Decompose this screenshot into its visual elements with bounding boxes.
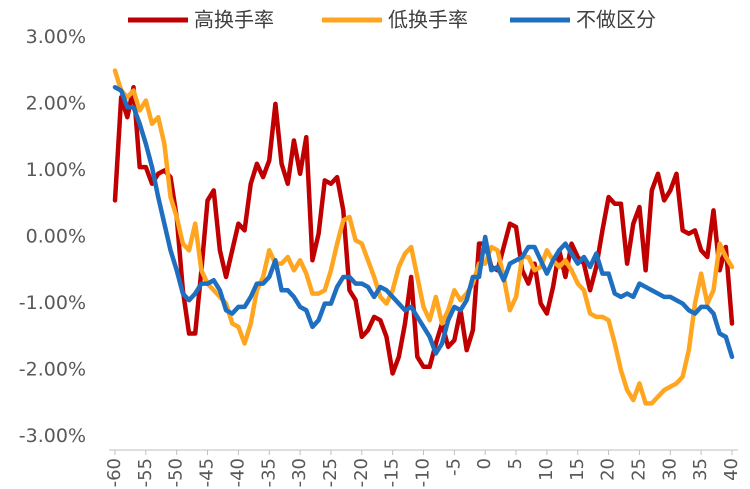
x-tick-label: -10 — [413, 458, 434, 487]
x-tick-label: 5 — [505, 458, 526, 469]
x-tick-label: 35 — [690, 458, 711, 481]
y-tick-label: -3.00% — [19, 425, 86, 447]
legend-label: 不做区分 — [576, 8, 656, 32]
x-tick-label: 40 — [721, 458, 742, 481]
y-tick-label: 0.00% — [26, 226, 86, 248]
y-tick-label: 3.00% — [26, 26, 86, 48]
x-tick-label: 0 — [474, 458, 495, 469]
x-tick-label: 10 — [536, 458, 557, 481]
x-tick-label: -25 — [320, 458, 341, 487]
y-tick-label: 1.00% — [26, 159, 86, 181]
x-tick-label: -55 — [135, 458, 156, 487]
x-tick-label: -35 — [258, 458, 279, 487]
legend-item: 高换手率 — [128, 8, 274, 32]
series-line — [112, 84, 735, 376]
legend-item: 不做区分 — [510, 8, 656, 32]
x-tick-label: 30 — [659, 458, 680, 481]
legend-label: 低换手率 — [388, 8, 468, 32]
legend-item: 低换手率 — [322, 8, 468, 32]
x-tick-label: -60 — [104, 458, 125, 487]
x-tick-label: -45 — [197, 458, 218, 487]
legend-label: 高换手率 — [194, 8, 274, 32]
x-tick-label: -20 — [351, 458, 372, 487]
y-tick-label: -1.00% — [19, 292, 86, 314]
series-line — [112, 84, 735, 360]
x-tick-label: -40 — [227, 458, 248, 487]
x-tick-label: -30 — [289, 458, 310, 487]
series-line — [112, 68, 735, 406]
x-tick-label: 20 — [598, 458, 619, 481]
x-tick-label: -50 — [166, 458, 187, 487]
x-tick-label: 15 — [567, 458, 588, 481]
x-tick-label: -5 — [443, 458, 464, 476]
x-tick-label: -15 — [382, 458, 403, 487]
y-tick-label: 2.00% — [26, 92, 86, 114]
y-tick-label: -2.00% — [19, 359, 86, 381]
x-tick-label: 25 — [628, 458, 649, 481]
